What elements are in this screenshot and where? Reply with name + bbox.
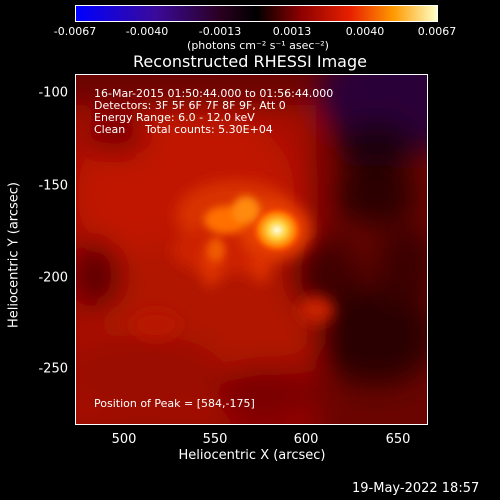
colorbar-tick-label: 0.0013 (272, 25, 312, 38)
colorbar-tick-label: 0.0040 (345, 25, 385, 38)
time-range-text: 16-Mar-2015 01:50:44.000 to 01:56:44.000 (94, 87, 334, 100)
x-tick-label: 500 (111, 432, 137, 447)
image-plot-area (75, 74, 428, 425)
y-tick-label: -250 (38, 361, 68, 377)
x-tick-label: 550 (202, 432, 228, 447)
x-axis-label: Heliocentric X (arcsec) (178, 448, 326, 463)
rhessi-image (76, 75, 427, 424)
emission-peak (251, 206, 303, 254)
colorbar-tick-label: -0.0067 (53, 25, 97, 38)
colorbar (75, 5, 438, 22)
colorbar-units-label: (photons cm⁻² s⁻¹ asec⁻²) (187, 39, 329, 52)
y-tick-label: -100 (38, 85, 68, 101)
date-stamp: 19-May-2022 18:57 (352, 481, 480, 496)
plot-title: Reconstructed RHESSI Image (133, 52, 367, 71)
x-tick-label: 650 (385, 432, 411, 447)
peak-position-text: Position of Peak = [584,-175] (94, 397, 255, 410)
y-tick-label: -200 (38, 270, 68, 286)
colorbar-tick-label: -0.0013 (198, 25, 242, 38)
x-tick-label: 600 (293, 432, 319, 447)
total-counts-text: Total counts: 5.30E+04 (145, 123, 273, 136)
colorbar-tick-label: -0.0040 (125, 25, 169, 38)
energy-range-text: Energy Range: 6.0 - 12.0 keV (94, 111, 255, 124)
method-text: Clean (94, 123, 126, 136)
detectors-text: Detectors: 3F 5F 6F 7F 8F 9F, Att 0 (94, 99, 286, 112)
y-axis-label: Heliocentric Y (arcsec) (6, 182, 22, 328)
colorbar-tick-label: 0.0067 (417, 25, 457, 38)
y-tick-label: -150 (38, 178, 68, 194)
colorbar-gradient (76, 6, 437, 21)
